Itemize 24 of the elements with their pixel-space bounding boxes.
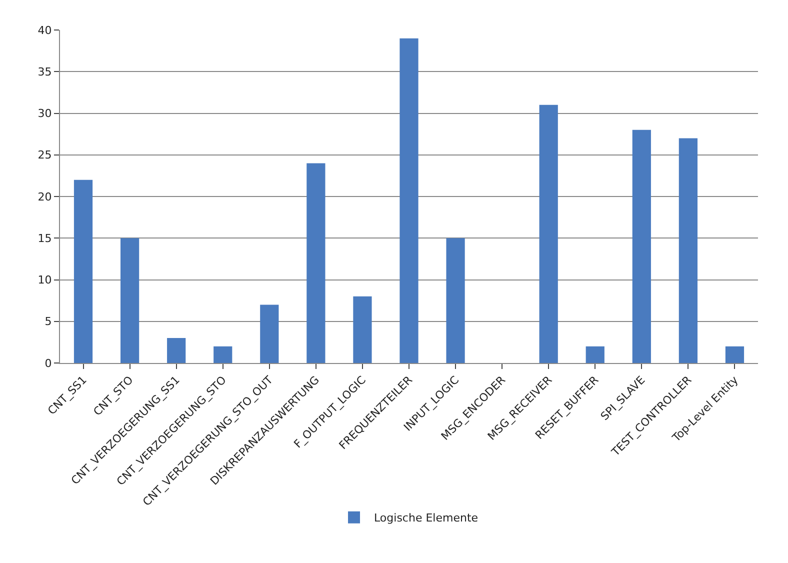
y-tick-label: 5 xyxy=(44,315,52,328)
y-tick-label: 0 xyxy=(44,356,52,370)
y-tick-label: 10 xyxy=(38,274,52,287)
y-tick-label: 30 xyxy=(38,107,52,120)
bar xyxy=(678,138,698,363)
bar xyxy=(632,130,651,363)
y-tick-label: 35 xyxy=(38,65,52,78)
y-tick-label: 20 xyxy=(38,190,52,204)
bar xyxy=(74,180,93,363)
bar xyxy=(353,296,372,363)
bar xyxy=(167,338,186,363)
bar xyxy=(725,346,744,363)
y-tick-label: 15 xyxy=(38,232,52,245)
bar xyxy=(214,346,232,363)
y-tick-label: 25 xyxy=(38,148,52,162)
bar xyxy=(586,346,604,363)
bar xyxy=(446,238,465,363)
y-tick-label: 40 xyxy=(38,24,52,37)
legend-label: Logische Elemente xyxy=(374,512,478,525)
bar xyxy=(260,304,279,363)
bar xyxy=(400,38,418,363)
bar xyxy=(539,104,558,363)
bar xyxy=(120,238,140,363)
bar xyxy=(306,163,326,363)
